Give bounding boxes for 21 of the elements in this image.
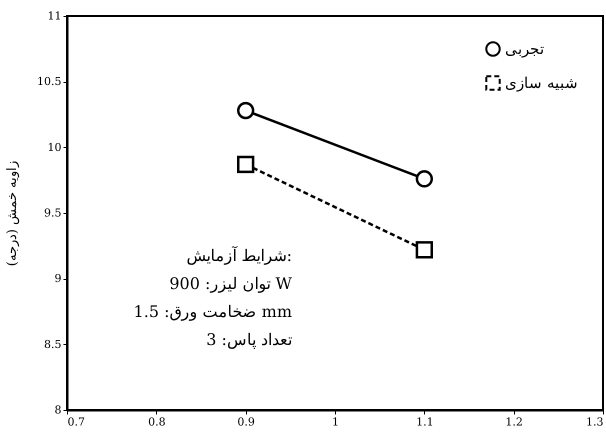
legend-label: تجربی [505, 40, 544, 58]
legend-label: شبیه سازی [505, 74, 578, 92]
x-tick-label: 1 [332, 416, 339, 428]
x-tick-label: 0.7 [68, 416, 85, 428]
annotation: ضخامت ورق: 1.5 mm [134, 302, 292, 321]
y-tick-label: 10.5 [37, 75, 62, 88]
y-tick-label: 8 [54, 404, 62, 416]
annotation: توان لیزر: 900 W [169, 274, 293, 293]
y-tick-label: 8.5 [44, 338, 62, 351]
annotation: تعداد پاس: 3 [206, 330, 292, 349]
annotation: شرایط آزمایش: [186, 245, 292, 265]
x-tick-label: 1.1 [416, 416, 434, 428]
x-tick-label: 0.9 [237, 416, 255, 428]
y-tick-label: 9 [54, 272, 62, 286]
y-tick-label: 10 [48, 140, 62, 154]
x-tick-label: 1.3 [586, 416, 604, 428]
y-tick-label: 9.5 [44, 206, 62, 220]
x-tick-label: 1.2 [505, 416, 523, 428]
y-axis-title: زاویه خمش (درجه) [5, 160, 20, 266]
y-tick-label: 11 [48, 10, 62, 22]
x-tick-label: 0.8 [148, 416, 166, 428]
